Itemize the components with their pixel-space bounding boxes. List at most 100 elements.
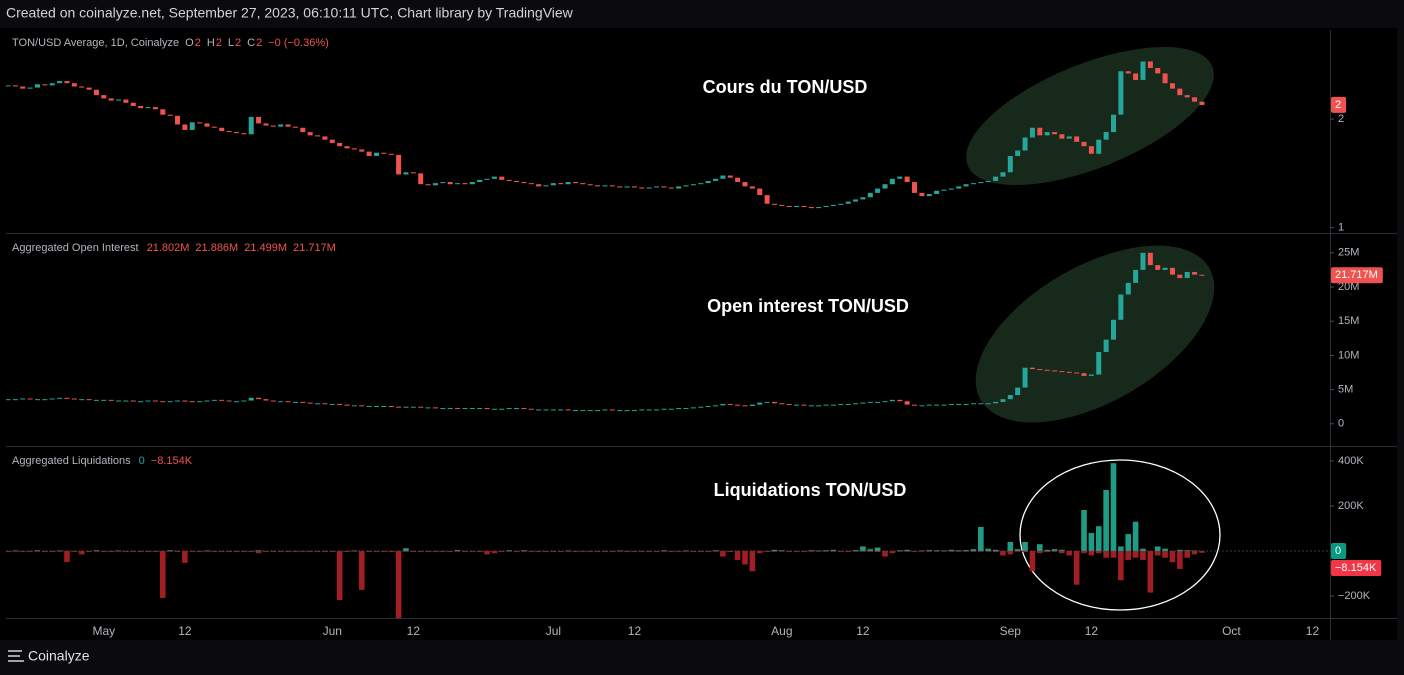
candle-body	[514, 180, 520, 183]
liquidation-bar	[609, 550, 616, 552]
liquidation-bar	[933, 550, 940, 552]
liquidation-bar	[690, 550, 697, 552]
liquidation-bar	[255, 550, 262, 554]
candle-body	[359, 405, 365, 407]
liquidation-bar	[189, 550, 196, 552]
liquidation-bar	[285, 550, 291, 552]
candle-body	[197, 401, 203, 403]
last-value-box	[1331, 559, 1382, 576]
candle-body	[1118, 294, 1124, 320]
header-value: 21.886M	[195, 242, 238, 254]
candle-body	[152, 107, 158, 110]
candle-body	[705, 406, 711, 408]
x-tick-label: 12	[856, 624, 870, 638]
liquidation-bar	[948, 549, 955, 551]
liquidation-bar	[779, 550, 785, 552]
candle-body	[160, 109, 166, 115]
candle-body	[469, 408, 475, 410]
liquidation-bar	[919, 550, 925, 552]
liquidation-bar	[432, 550, 439, 552]
pane-header: TON/USD Average, 1D, Coinalyze O2 H2 L2 C2 −0…	[12, 37, 329, 49]
candle-body	[233, 401, 239, 403]
liquidation-bar	[167, 550, 173, 552]
candle-body	[904, 401, 910, 405]
liquidation-bar	[933, 550, 940, 552]
candle-body	[27, 398, 33, 400]
liquidation-bar	[528, 550, 535, 552]
candle-body	[897, 176, 903, 179]
liquidation-bar	[469, 550, 476, 552]
candle-body	[138, 401, 144, 403]
liquidation-bar	[1154, 550, 1161, 556]
candle-body	[182, 400, 188, 402]
candle-body	[705, 180, 711, 184]
candle-body	[956, 186, 962, 189]
last-value-box	[1331, 267, 1383, 284]
candle-body	[521, 408, 527, 410]
liquidation-bar	[506, 550, 512, 552]
liquidation-bar	[580, 550, 586, 552]
candle-body	[993, 401, 999, 404]
candle-body	[602, 185, 608, 187]
liquidation-bar	[572, 550, 579, 552]
candle-body	[853, 403, 859, 405]
highlight-ellipse	[1019, 459, 1221, 611]
liquidation-bar	[1037, 550, 1043, 554]
liquidation-bar	[1066, 550, 1073, 556]
header-label: H	[207, 37, 215, 49]
liquidation-bar	[403, 550, 409, 552]
candle-body	[116, 99, 122, 101]
y-tick-label: −200K	[1338, 590, 1371, 602]
liquidation-bar	[521, 550, 527, 552]
header-title: TON/USD Average, 1D, Coinalyze	[12, 37, 179, 49]
header-title: Aggregated Open Interest	[12, 242, 139, 254]
candle-body	[447, 182, 453, 185]
liquidation-bar	[395, 550, 402, 618]
liquidation-bar	[1022, 541, 1028, 551]
liquidation-bar	[388, 550, 395, 553]
candle-body	[388, 406, 394, 408]
liquidation-bar	[926, 550, 933, 552]
candle-body	[985, 403, 991, 405]
liquidation-bar	[447, 550, 453, 552]
candle-body	[315, 403, 321, 405]
liquidation-bar	[358, 550, 365, 590]
liquidation-bar	[137, 550, 144, 552]
candle-body	[79, 86, 85, 88]
candle-body	[1111, 114, 1116, 133]
candle-body	[256, 116, 262, 124]
candle-body	[963, 184, 969, 187]
liquidation-bar	[1014, 550, 1021, 552]
liquidation-bar	[42, 550, 48, 552]
header-value: 21.499M	[244, 242, 287, 254]
candle-body	[816, 405, 822, 407]
candle-body	[558, 409, 564, 411]
candle-body	[1169, 83, 1175, 89]
liquidation-bar	[1147, 550, 1154, 593]
candle-body	[808, 207, 814, 209]
candle-body	[882, 184, 888, 189]
liquidation-bar	[417, 550, 424, 552]
candle-body	[771, 203, 777, 205]
x-tick-label: 12	[628, 624, 642, 638]
candle-body	[337, 403, 343, 405]
candle-body	[668, 187, 674, 189]
candle-body	[71, 83, 77, 87]
candle-body	[1177, 274, 1183, 279]
candle-body	[1044, 369, 1050, 371]
candle-body	[20, 86, 26, 89]
liquidation-bar	[101, 550, 107, 552]
liquidation-bar	[1007, 550, 1014, 555]
candle-body	[300, 401, 306, 403]
liquidation-bar	[756, 550, 763, 554]
candle-body	[410, 172, 416, 174]
liquidation-bar	[344, 550, 350, 552]
liquidation-bar	[211, 550, 218, 552]
last-value-label: −8.154K	[1331, 559, 1382, 576]
candle-body	[801, 404, 807, 406]
liquidation-bar	[292, 550, 299, 552]
candle-body	[351, 405, 357, 407]
liquidation-bar	[263, 550, 269, 552]
liquidation-bar	[978, 550, 984, 552]
